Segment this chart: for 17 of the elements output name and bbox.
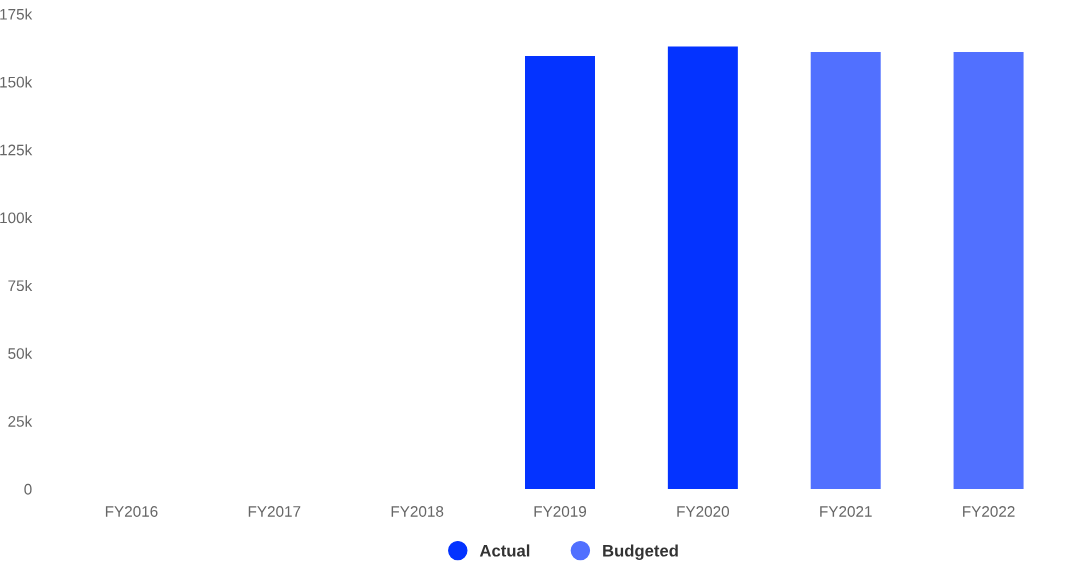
y-tick-label: 75k xyxy=(8,279,33,292)
x-tick-label: FY2017 xyxy=(248,506,301,517)
legend-label: Actual xyxy=(479,544,530,557)
y-tick-label: 100k xyxy=(0,212,33,224)
y-tick-label: 25k xyxy=(8,415,33,427)
x-tick-label: FY2020 xyxy=(677,506,730,517)
y-tick-label: 0 xyxy=(24,483,32,495)
y-tick-label: 50k xyxy=(8,347,33,359)
y-tick-label: 150k xyxy=(0,76,33,88)
x-tick-label: FY2021 xyxy=(820,506,872,517)
y-tick-label: 125k xyxy=(0,144,33,156)
legend-label: Budgeted xyxy=(603,544,678,560)
y-tick-label: 175k xyxy=(0,8,33,20)
x-tick-label: FY2019 xyxy=(534,506,587,517)
x-tick-label: FY2016 xyxy=(105,506,158,517)
x-tick-label: FY2022 xyxy=(963,506,1015,517)
x-tick-label: FY2018 xyxy=(391,506,444,517)
